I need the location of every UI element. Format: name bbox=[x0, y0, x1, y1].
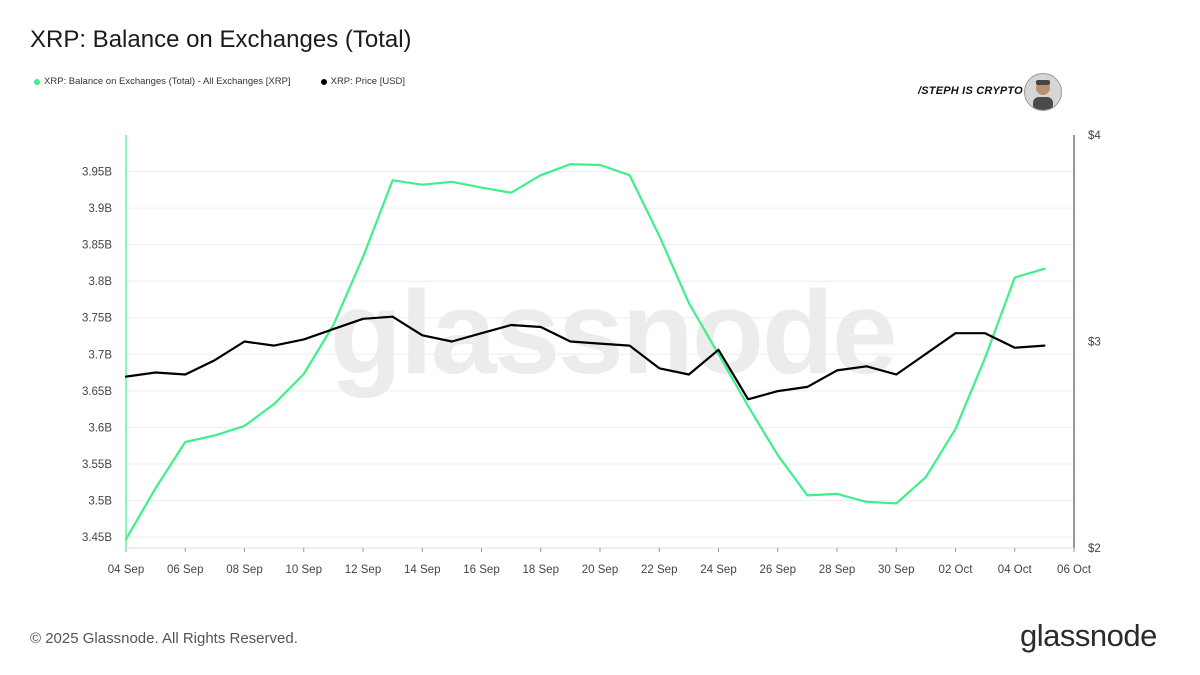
legend-label-price: XRP: Price [USD] bbox=[330, 76, 406, 87]
series-group bbox=[124, 163, 1046, 541]
brand-watermark-text: /STEPH IS CRYPTO bbox=[918, 85, 1023, 97]
y-axis-left-labels: 3.45B 3.5B 3.55B 3.6B 3.65B 3.7B 3.75B 3.8B 3.85… bbox=[82, 167, 112, 544]
x-tick-label: 14 Sep bbox=[404, 564, 440, 576]
footer-copyright: © 2025 Glassnode. All Rights Reserved. bbox=[30, 630, 298, 647]
x-tick-label: 18 Sep bbox=[523, 564, 559, 576]
series-line-price bbox=[124, 315, 1046, 401]
chart-legend: XRP: Balance on Exchanges (Total) - All … bbox=[34, 76, 405, 87]
y-axis-right-labels: $2 $3 $4 bbox=[1088, 130, 1101, 555]
glassnode-logo: glassnode bbox=[1020, 618, 1157, 653]
legend-item-price[interactable]: XRP: Price [USD] bbox=[320, 76, 406, 87]
x-tick-label: 08 Sep bbox=[226, 564, 262, 576]
x-tick-label: 22 Sep bbox=[641, 564, 677, 576]
x-tick-label: 12 Sep bbox=[345, 564, 381, 576]
y-tick-label-left: 3.5B bbox=[88, 495, 112, 507]
grid-lines bbox=[126, 171, 1074, 538]
y-tick-label-left: 3.75B bbox=[82, 313, 112, 325]
series-line-balance bbox=[124, 163, 1046, 541]
x-tick-label: 06 Sep bbox=[167, 564, 203, 576]
x-tick-label: 10 Sep bbox=[286, 564, 322, 576]
y-tick-label-left: 3.6B bbox=[88, 422, 112, 434]
x-tick-label: 16 Sep bbox=[463, 564, 499, 576]
avatar-icon bbox=[1033, 80, 1053, 110]
x-tick-label: 20 Sep bbox=[582, 564, 618, 576]
legend-dot-balance bbox=[34, 78, 40, 85]
y-tick-label-left: 3.65B bbox=[82, 386, 112, 398]
chart-title: XRP: Balance on Exchanges (Total) bbox=[30, 26, 412, 53]
x-tick-label: 06 Oct bbox=[1057, 564, 1092, 576]
y-tick-label-left: 3.85B bbox=[82, 240, 112, 252]
legend-label-balance: XRP: Balance on Exchanges (Total) - All … bbox=[44, 76, 291, 87]
y-tick-label-right: $3 bbox=[1088, 337, 1101, 349]
x-tick-label: 04 Sep bbox=[108, 564, 144, 576]
y-tick-label-left: 3.55B bbox=[82, 459, 112, 471]
legend-dot-price bbox=[320, 78, 327, 85]
legend-item-balance[interactable]: XRP: Balance on Exchanges (Total) - All … bbox=[34, 76, 291, 87]
background-watermark: glassnode bbox=[330, 267, 898, 399]
y-tick-label-left: 3.45B bbox=[82, 532, 112, 544]
y-tick-label-left: 3.7B bbox=[88, 349, 112, 361]
x-tick-label: 26 Sep bbox=[760, 564, 796, 576]
x-tick-label: 04 Oct bbox=[998, 564, 1033, 576]
y-tick-label-right: $4 bbox=[1088, 130, 1101, 142]
y-tick-label-left: 3.95B bbox=[82, 167, 112, 179]
y-tick-label-left: 3.8B bbox=[88, 276, 112, 288]
x-tick-label: 24 Sep bbox=[700, 564, 736, 576]
x-tick-label: 02 Oct bbox=[939, 564, 974, 576]
x-tick-label: 30 Sep bbox=[878, 564, 914, 576]
avatar bbox=[1024, 73, 1062, 111]
y-tick-label-right: $2 bbox=[1088, 543, 1101, 555]
y-tick-label-left: 3.9B bbox=[88, 203, 112, 215]
x-axis-labels: 04 Sep 06 Sep 08 Sep 10 Sep 12 Sep 14 Sep 16 S… bbox=[108, 564, 1092, 576]
axes bbox=[125, 135, 1075, 552]
x-tick-label: 28 Sep bbox=[819, 564, 855, 576]
